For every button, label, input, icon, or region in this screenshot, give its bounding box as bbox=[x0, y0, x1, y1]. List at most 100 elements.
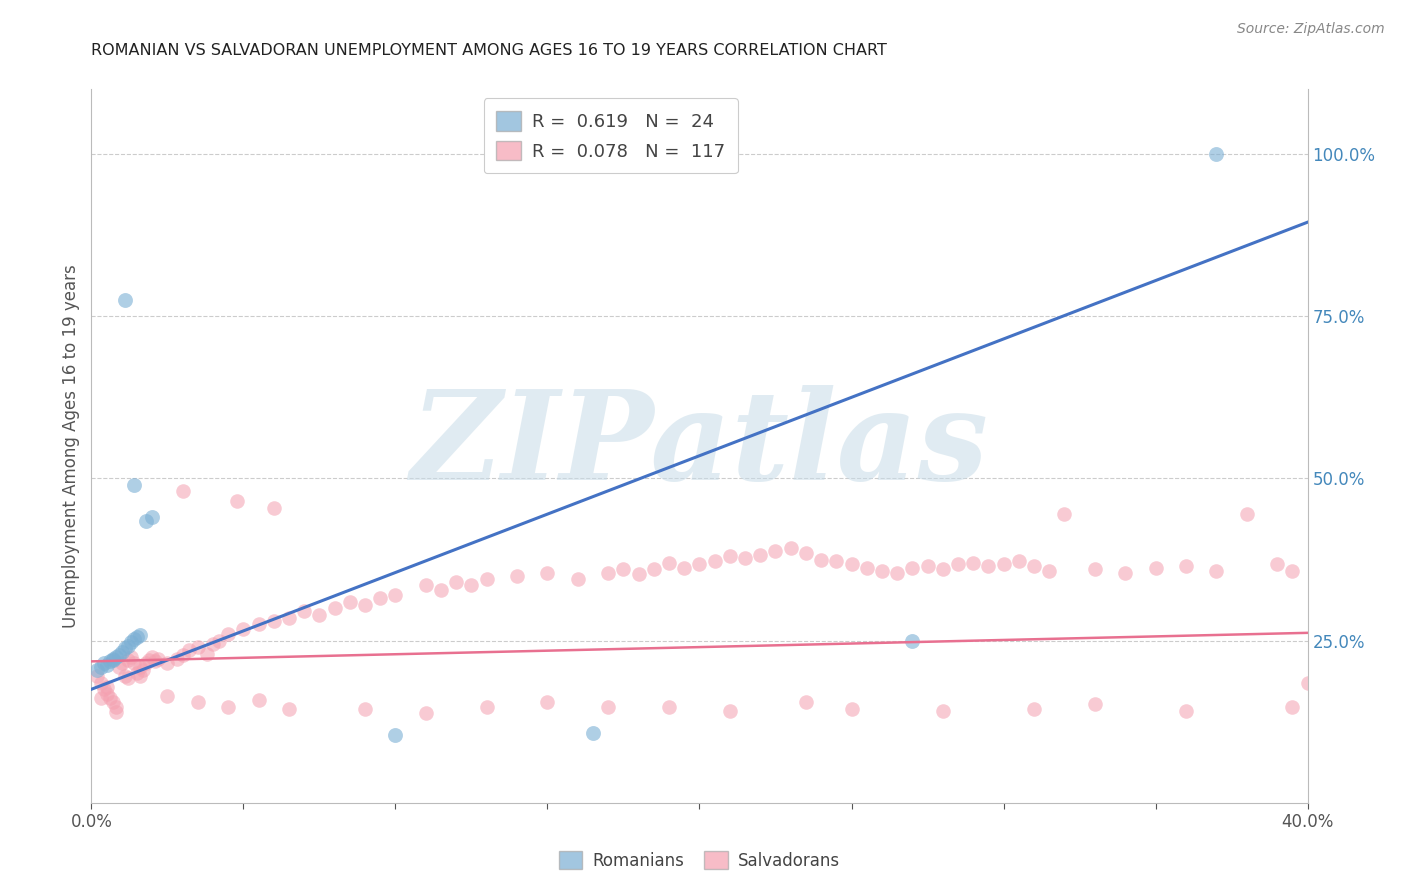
Text: ROMANIAN VS SALVADORAN UNEMPLOYMENT AMONG AGES 16 TO 19 YEARS CORRELATION CHART: ROMANIAN VS SALVADORAN UNEMPLOYMENT AMON… bbox=[91, 43, 887, 58]
Point bbox=[111, 657, 134, 671]
Point bbox=[135, 657, 157, 671]
Point bbox=[765, 544, 787, 558]
Point bbox=[172, 648, 194, 662]
Point bbox=[129, 669, 152, 683]
Point bbox=[166, 652, 188, 666]
Point bbox=[810, 552, 832, 566]
Point bbox=[415, 706, 437, 721]
Point bbox=[536, 695, 558, 709]
Point bbox=[96, 687, 118, 701]
Point bbox=[475, 699, 498, 714]
Point bbox=[870, 564, 893, 578]
Point bbox=[187, 695, 209, 709]
Point bbox=[1053, 507, 1076, 521]
Point bbox=[292, 604, 315, 618]
Point bbox=[1084, 697, 1107, 711]
Point bbox=[138, 653, 160, 667]
Point bbox=[117, 671, 139, 685]
Point bbox=[658, 699, 681, 714]
Point bbox=[111, 645, 134, 659]
Point bbox=[86, 663, 108, 677]
Point bbox=[444, 575, 467, 590]
Point bbox=[217, 699, 239, 714]
Point bbox=[598, 566, 620, 580]
Point bbox=[125, 666, 148, 681]
Point bbox=[107, 648, 129, 662]
Point bbox=[263, 614, 285, 628]
Point bbox=[122, 478, 145, 492]
Point bbox=[749, 548, 772, 562]
Point bbox=[96, 681, 118, 695]
Point bbox=[141, 510, 163, 524]
Point bbox=[643, 562, 665, 576]
Point bbox=[89, 690, 111, 705]
Point bbox=[122, 632, 145, 647]
Point bbox=[232, 622, 254, 636]
Text: Source: ZipAtlas.com: Source: ZipAtlas.com bbox=[1237, 22, 1385, 37]
Point bbox=[855, 561, 877, 575]
Point bbox=[1038, 564, 1060, 578]
Point bbox=[841, 557, 863, 571]
Point bbox=[226, 494, 249, 508]
Point bbox=[117, 653, 139, 667]
Point bbox=[217, 627, 239, 641]
Point bbox=[1281, 564, 1303, 578]
Point bbox=[901, 633, 924, 648]
Point bbox=[104, 705, 127, 719]
Point bbox=[187, 640, 209, 654]
Point bbox=[718, 704, 741, 718]
Point bbox=[308, 607, 330, 622]
Point bbox=[734, 550, 756, 565]
Point bbox=[1022, 702, 1045, 716]
Point bbox=[1174, 559, 1197, 574]
Point bbox=[107, 659, 129, 673]
Point bbox=[946, 557, 969, 571]
Point bbox=[794, 695, 817, 709]
Point bbox=[1296, 675, 1319, 690]
Point bbox=[430, 582, 453, 597]
Point bbox=[536, 566, 558, 580]
Point bbox=[1205, 147, 1227, 161]
Point bbox=[86, 669, 108, 683]
Point bbox=[195, 647, 218, 661]
Point bbox=[567, 572, 589, 586]
Point bbox=[156, 689, 179, 703]
Point bbox=[962, 556, 984, 570]
Point bbox=[120, 649, 142, 664]
Point bbox=[993, 557, 1015, 571]
Point bbox=[129, 659, 152, 673]
Point bbox=[1265, 557, 1288, 571]
Point bbox=[673, 561, 696, 575]
Point bbox=[339, 595, 361, 609]
Point bbox=[384, 588, 406, 602]
Point bbox=[779, 541, 801, 556]
Point bbox=[354, 598, 377, 612]
Point bbox=[901, 561, 924, 575]
Point bbox=[794, 546, 817, 560]
Point bbox=[247, 693, 270, 707]
Point bbox=[1144, 561, 1167, 575]
Point bbox=[202, 637, 225, 651]
Point bbox=[977, 559, 1000, 574]
Point bbox=[1114, 566, 1136, 580]
Text: ZIPatlas: ZIPatlas bbox=[411, 385, 988, 507]
Point bbox=[1236, 507, 1258, 521]
Point bbox=[172, 484, 194, 499]
Point bbox=[931, 704, 953, 718]
Point bbox=[208, 633, 231, 648]
Point bbox=[177, 643, 200, 657]
Point bbox=[1281, 699, 1303, 714]
Point bbox=[120, 635, 142, 649]
Point bbox=[122, 657, 145, 671]
Point bbox=[627, 567, 650, 582]
Point bbox=[917, 559, 939, 574]
Point bbox=[114, 669, 136, 683]
Point bbox=[117, 639, 139, 653]
Point bbox=[354, 702, 377, 716]
Point bbox=[703, 554, 725, 568]
Point bbox=[1022, 559, 1045, 574]
Point bbox=[143, 654, 166, 668]
Point bbox=[506, 568, 529, 582]
Point bbox=[98, 690, 121, 705]
Point bbox=[475, 572, 498, 586]
